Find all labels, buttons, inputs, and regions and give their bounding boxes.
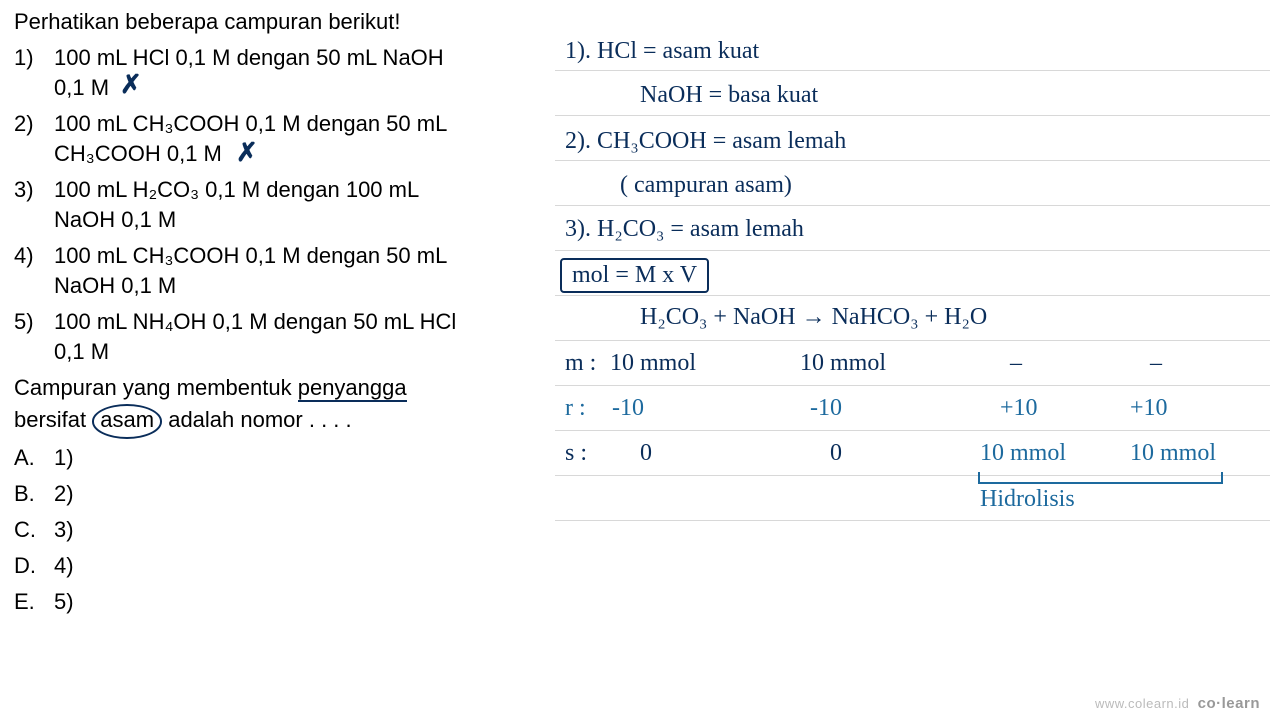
row-r-3: +10 [1130,395,1168,422]
rule-line [555,340,1270,341]
rule-line [555,205,1270,206]
item-2-num: 2) [14,110,34,139]
choice-E-letter: E. [14,588,35,617]
note-3a: 3). H₂CO₃ = asam lemah [565,216,804,243]
row-m-1: 10 mmol [800,350,886,377]
prompt-line1: Campuran yang membentuk penyangga [14,374,407,403]
rule-line [555,385,1270,386]
item-4-line1: 100 mL CH₃COOH 0,1 M dengan 50 mL [54,242,447,271]
item-1-num: 1) [14,44,34,73]
row-s-1: 0 [830,440,842,467]
prompt-underlined: penyangga [298,375,407,402]
note-1a: 1). HCl = asam kuat [565,38,759,65]
row-m-2: – [1010,350,1022,377]
item-5-line1: 100 mL NH₄OH 0,1 M dengan 50 mL HCl [54,308,456,337]
rule-line [555,115,1270,116]
choice-B-letter: B. [14,480,35,509]
item-2-line2: CH₃COOH 0,1 M [54,140,222,169]
prompt-part1: Campuran yang membentuk [14,375,292,400]
row-r-1: -10 [810,395,842,422]
watermark-url: www.colearn.id [1095,696,1189,711]
row-r-0: -10 [612,395,644,422]
item-3-line1: 100 mL H₂CO₃ 0,1 M dengan 100 mL [54,176,419,205]
row-s-label: s : [565,440,587,467]
formula-box: mol = M x V [560,258,709,293]
note-2a: 2). CH₃COOH = asam lemah [565,128,846,155]
row-m-3: – [1150,350,1162,377]
item-5-line2: 0,1 M [54,338,109,367]
rule-line [555,520,1270,521]
row-m-0: 10 mmol [610,350,696,377]
choice-C-letter: C. [14,516,36,545]
row-r-2: +10 [1000,395,1038,422]
item-5-num: 5) [14,308,34,337]
note-1b: NaOH = basa kuat [640,82,818,109]
row-s-3: 10 mmol [1130,440,1216,467]
row-r-label: r : [565,395,586,422]
equation: H₂CO₃ + NaOH → NaHCO₃ + H₂O [640,304,987,331]
note-2b: ( campuran asam) [620,172,792,199]
item-2-line1: 100 mL CH₃COOH 0,1 M dengan 50 mL [54,110,447,139]
item-3-num: 3) [14,176,34,205]
item-3-line2: NaOH 0,1 M [54,206,176,235]
choice-D-val: 4) [54,552,74,581]
choice-A-val: 1) [54,444,74,473]
prompt-line2: bersifat asam adalah nomor . . . . [14,404,352,439]
item-4-num: 4) [14,242,34,271]
rule-line [555,295,1270,296]
choice-B-val: 2) [54,480,74,509]
prompt-part2b: adalah nomor . . . . [168,407,351,432]
mark-x-2: ✗ [236,138,258,168]
heading: Perhatikan beberapa campuran berikut! [14,8,400,37]
choice-D-letter: D. [14,552,36,581]
row-s-2: 10 mmol [980,440,1066,467]
watermark: www.colearn.id co·learn [1095,695,1260,712]
prompt-part2a: bersifat [14,407,86,432]
item-1-line1: 100 mL HCl 0,1 M dengan 50 mL NaOH [54,44,444,73]
rule-line [555,160,1270,161]
rule-line [555,430,1270,431]
row-s-0: 0 [640,440,652,467]
item-1-line2: 0,1 M [54,74,109,103]
row-m-label: m : [565,350,596,377]
choice-A-letter: A. [14,444,35,473]
rule-line [555,70,1270,71]
bracket-icon [978,472,1223,484]
choice-C-val: 3) [54,516,74,545]
watermark-brand: co·learn [1198,695,1260,712]
prompt-circled: asam [92,404,162,439]
item-4-line2: NaOH 0,1 M [54,272,176,301]
mark-x-1: ✗ [120,70,142,100]
choice-E-val: 5) [54,588,74,617]
rule-line [555,250,1270,251]
hydrolysis-label: Hidrolisis [980,486,1075,513]
